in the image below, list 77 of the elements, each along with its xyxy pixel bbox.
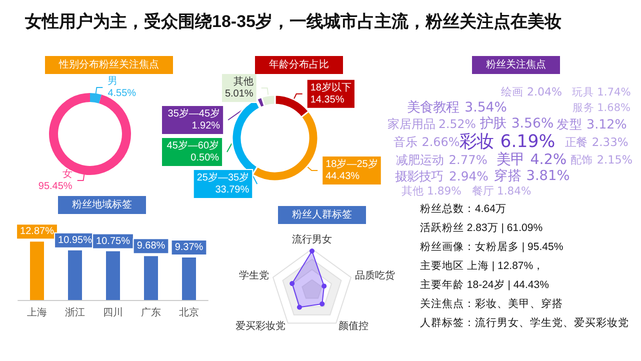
category-label: 美甲 (496, 152, 525, 168)
chart-title: 粉丝地域标签 (72, 198, 132, 210)
x-tick-label: 广东 (141, 306, 161, 318)
data-label: 1.74% (597, 86, 631, 98)
slice-label: 男 (108, 76, 118, 87)
x-tick-label: 四川 (103, 306, 123, 318)
category-label: 餐厅 (472, 184, 494, 198)
data-label: 14.35% (310, 94, 344, 106)
category-label: 彩妆 (460, 132, 494, 152)
data-label: 12.87% (20, 226, 54, 238)
spoke-label: 流行男女 (292, 234, 332, 246)
text: 粉丝关注焦点 (486, 58, 546, 70)
data-label: 2.94% (448, 168, 489, 184)
data-label: 1.68% (597, 102, 631, 114)
data-label: 1.84% (497, 184, 532, 198)
text: 粉丝画像：女粉居多 | 95.45% (420, 240, 564, 255)
data-label: 4.2% (530, 152, 567, 168)
data-label: 5.01% (224, 88, 254, 100)
data-label: 2.52% (438, 117, 476, 131)
data-label: 2.04% (526, 86, 562, 98)
text: 女性用户为主，受众围绕18-35岁，一线城市占主流，粉丝关注点在美妆 (25, 11, 562, 33)
category-label: 护肤 (478, 116, 506, 132)
data-label: 10.95% (58, 234, 92, 246)
category-label: 发型 (556, 116, 583, 132)
data-label: 2.33% (592, 135, 628, 149)
data-label: 44.43% (326, 171, 360, 182)
data-label: 9.37% (174, 242, 204, 254)
data-label: 2.15% (596, 154, 633, 166)
category-label: 正餐 (564, 135, 587, 149)
category-label: 美食教程 (406, 100, 459, 116)
text: 主要地区 上海 | 12.87%， (420, 259, 546, 274)
category-label: 其他 (402, 184, 424, 198)
category-label: 玩具 (572, 86, 594, 98)
slice-label: 18岁以下 (310, 81, 352, 94)
data-label: 3.81% (526, 168, 570, 184)
text: 关注焦点：彩妆、美甲、穿搭 (420, 297, 564, 312)
data-label: 95.45% (38, 181, 72, 192)
spoke-label: 颜值控 (338, 320, 368, 332)
text: 人群标签：流行男女、学生党、爱买彩妆党 (420, 316, 629, 331)
chart-title: 粉丝人群标签 (292, 208, 352, 220)
spoke-label: 品质吃货 (354, 270, 395, 282)
category-label: 服务 (572, 102, 594, 114)
text: 主要年龄 18-24岁 | 44.43% (420, 278, 550, 293)
x-tick-label: 浙江 (65, 306, 85, 318)
data-label: 3.54% (464, 100, 507, 116)
data-label: 33.79% (215, 184, 250, 196)
data-label: 2.77% (448, 153, 488, 167)
data-label: 4.55% (108, 88, 136, 99)
spoke-label: 学生党 (239, 270, 270, 282)
data-label: 3.56% (511, 116, 554, 132)
category-label: 穿搭 (494, 168, 522, 184)
slice-label: 其他 (233, 76, 254, 88)
text: 活跃粉丝 2.83万 | 61.09% (420, 221, 544, 236)
data-label: 6.19% (500, 132, 556, 152)
x-tick-label: 北京 (179, 306, 199, 318)
category-label: 配饰 (570, 154, 593, 166)
slice-label: 18岁—25岁 (326, 158, 378, 170)
text: 粉丝总数：4.64万 (420, 202, 508, 217)
data-label: 3.12% (586, 116, 627, 132)
chart-title: 年龄分布占比 (269, 58, 329, 70)
category-label: 减肥运动 (396, 153, 444, 167)
data-label: 2.66% (422, 135, 460, 149)
category-label: 绘画 (500, 86, 523, 98)
category-label: 家居用品 (387, 117, 436, 131)
spoke-label: 爱买彩妆党 (236, 320, 286, 332)
slice-label: 女 (62, 168, 72, 180)
slice-label: 35岁—45岁 (168, 108, 220, 120)
data-label: 9.68% (136, 240, 166, 252)
chart-title: 性别分布粉丝关注焦点 (58, 58, 159, 70)
category-label: 摄影技巧 (395, 168, 444, 184)
category-label: 音乐 (394, 135, 418, 149)
data-label: 1.89% (427, 184, 462, 198)
data-label: 1.92% (192, 120, 220, 132)
data-label: 0.50% (190, 152, 220, 164)
data-label: 10.75% (96, 236, 130, 247)
x-tick-label: 上海 (27, 306, 47, 318)
slice-label: 45岁—60岁 (166, 140, 220, 152)
